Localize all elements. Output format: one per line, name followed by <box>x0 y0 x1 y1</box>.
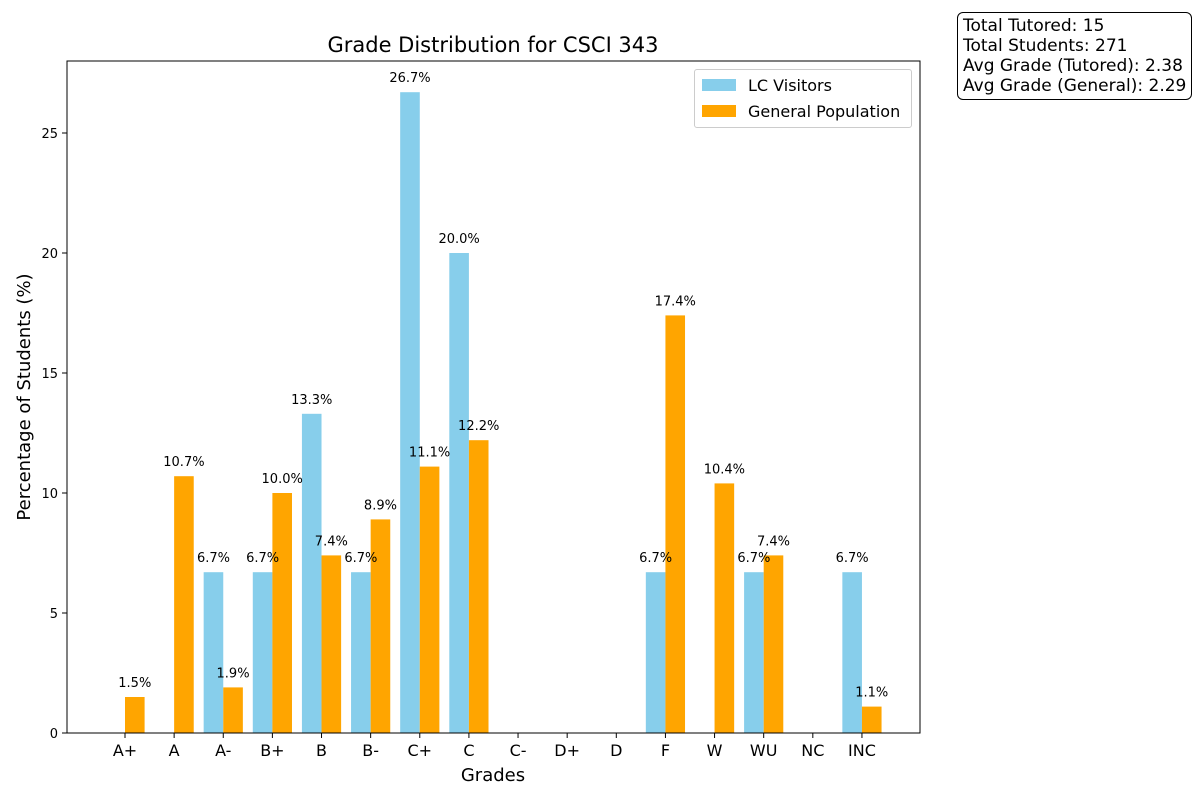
x-tick-label-nc: NC <box>801 741 824 760</box>
stats-avg-grade-general: Avg Grade (General): 2.29 <box>963 76 1187 96</box>
legend-item-general-population: General Population <box>702 101 900 121</box>
bar-general-population-c <box>468 440 489 733</box>
data-label-general-population-c: 12.2% <box>458 419 499 434</box>
data-label-general-population-c-plus: 11.1% <box>409 446 450 461</box>
bar-general-population-inc <box>861 706 882 733</box>
x-tick-label-b-minus: B- <box>362 741 379 760</box>
bar-general-population-f <box>665 315 686 733</box>
legend-label-lc-visitors: LC Visitors <box>748 75 832 95</box>
bar-general-population-w <box>714 483 735 733</box>
data-label-lc-visitors-b: 13.3% <box>291 393 332 408</box>
y-tick-label-20: 20 <box>41 247 58 262</box>
data-label-general-population-inc: 1.1% <box>855 686 888 701</box>
x-axis-label: Grades <box>461 765 525 786</box>
data-label-lc-visitors-c-plus: 26.7% <box>389 71 430 86</box>
data-label-lc-visitors-b-plus: 6.7% <box>246 551 279 566</box>
x-tick-label-c: C <box>463 741 474 760</box>
data-label-lc-visitors-f: 6.7% <box>639 551 672 566</box>
y-tick-label-10: 10 <box>41 487 58 502</box>
x-tick-label-wu: WU <box>750 741 778 760</box>
x-tick-label-d: D <box>610 741 622 760</box>
data-label-general-population-a-minus: 1.9% <box>217 666 250 681</box>
y-tick-label-5: 5 <box>50 607 58 622</box>
y-axis: 0 5 10 15 20 25 <box>41 127 67 742</box>
data-label-general-population-a-plus: 1.5% <box>118 676 151 691</box>
data-label-lc-visitors-c: 20.0% <box>438 232 479 247</box>
bar-general-population-c-plus <box>419 466 440 733</box>
x-tick-label-a: A <box>169 741 180 760</box>
bar-lc-visitors-c <box>449 253 469 733</box>
plot-frame <box>66 60 921 734</box>
bar-lc-visitors-c-plus <box>400 92 420 733</box>
y-tick-label-0: 0 <box>50 727 58 742</box>
legend-swatch-general-population <box>702 105 736 117</box>
data-label-general-population-w: 10.4% <box>704 462 745 477</box>
y-tick-label-15: 15 <box>41 367 58 382</box>
bars-layer <box>125 92 882 733</box>
x-tick-label-f: F <box>661 741 670 760</box>
bar-lc-visitors-b <box>301 413 322 733</box>
stats-total-tutored: Total Tutored: 15 <box>963 16 1105 36</box>
bar-general-population-wu <box>763 555 784 733</box>
bar-general-population-b-plus <box>272 493 292 733</box>
bar-general-population-a-minus <box>223 687 243 733</box>
bar-general-population-b <box>321 555 342 733</box>
data-label-lc-visitors-wu: 6.7% <box>737 551 770 566</box>
data-label-lc-visitors-b-minus: 6.7% <box>344 551 377 566</box>
x-tick-label-c-plus: C+ <box>407 741 432 760</box>
bar-lc-visitors-f <box>645 572 666 733</box>
x-tick-label-d-plus: D+ <box>554 741 580 760</box>
data-label-general-population-wu: 7.4% <box>757 534 790 549</box>
data-label-general-population-b-minus: 8.9% <box>364 498 397 513</box>
x-axis: A+ A A- B+ B B- C+ C C- D+ D F W WU NC INC <box>113 733 876 760</box>
bar-lc-visitors-b-plus <box>252 572 273 733</box>
x-tick-label-b: B <box>316 741 327 760</box>
bar-lc-visitors-a-minus <box>203 572 224 733</box>
y-axis-label: Percentage of Students (%) <box>14 273 35 520</box>
data-label-lc-visitors-a-minus: 6.7% <box>197 551 230 566</box>
bar-general-population-a-plus <box>125 697 145 733</box>
bar-general-population-b-minus <box>370 519 391 733</box>
x-tick-label-w: W <box>707 741 723 760</box>
chart-title: Grade Distribution for CSCI 343 <box>327 33 658 57</box>
stats-avg-grade-tutored: Avg Grade (Tutored): 2.38 <box>963 56 1183 76</box>
legend-label-general-population: General Population <box>748 101 901 121</box>
legend: LC Visitors General Population <box>694 69 912 128</box>
data-label-general-population-b-plus: 10.0% <box>262 472 303 487</box>
bar-general-population-a <box>174 476 194 733</box>
stats-box: Total Tutored: 15 Total Students: 271 Av… <box>957 12 1193 100</box>
bar-lc-visitors-wu <box>744 572 764 733</box>
data-label-lc-visitors-inc: 6.7% <box>836 551 869 566</box>
data-label-general-population-f: 17.4% <box>655 294 696 309</box>
legend-item-lc-visitors: LC Visitors <box>702 75 832 95</box>
legend-swatch-lc-visitors <box>702 79 736 91</box>
x-tick-label-a-minus: A- <box>215 741 231 760</box>
y-tick-label-25: 25 <box>41 127 58 142</box>
x-tick-label-a-plus: A+ <box>113 741 137 760</box>
stats-total-students: Total Students: 271 <box>963 36 1128 56</box>
x-tick-label-c-minus: C- <box>510 741 527 760</box>
data-label-general-population-a: 10.7% <box>163 455 204 470</box>
data-label-general-population-b: 7.4% <box>315 534 348 549</box>
bar-lc-visitors-b-minus <box>351 572 371 733</box>
bar-lc-visitors-inc <box>842 572 862 733</box>
value-labels-layer: 1.5% 10.7% 6.7% 1.9% 6.7% 10.0% 13.3% 7.4% 6.7% 8… <box>118 71 888 700</box>
x-tick-label-b-plus: B+ <box>260 741 284 760</box>
x-tick-label-inc: INC <box>848 741 876 760</box>
